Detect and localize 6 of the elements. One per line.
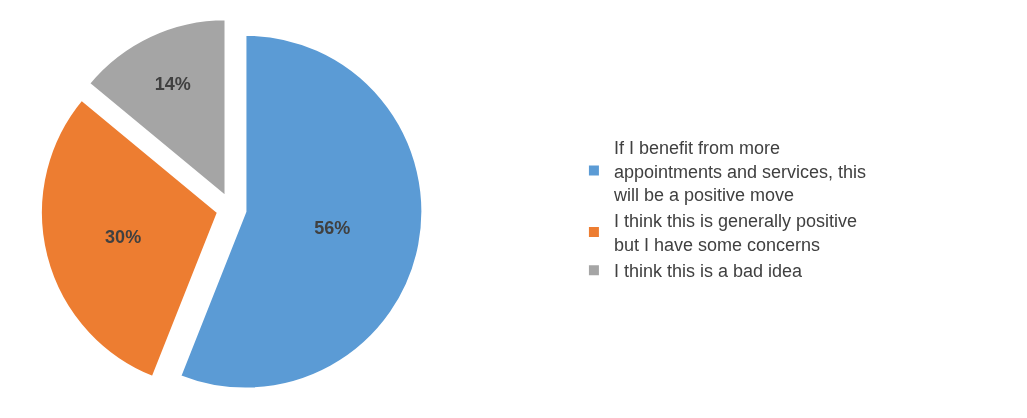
legend-label: I think this is generally positive but I have some concerns [613, 211, 858, 255]
legend-label: If I benefit from more appointments and services, this will be a positive move [612, 138, 867, 206]
data-label: 14% [154, 73, 191, 94]
legend-label: I think this is a bad idea [613, 261, 804, 282]
data-label: 56% [314, 218, 351, 239]
data-label: 30% [105, 226, 142, 247]
